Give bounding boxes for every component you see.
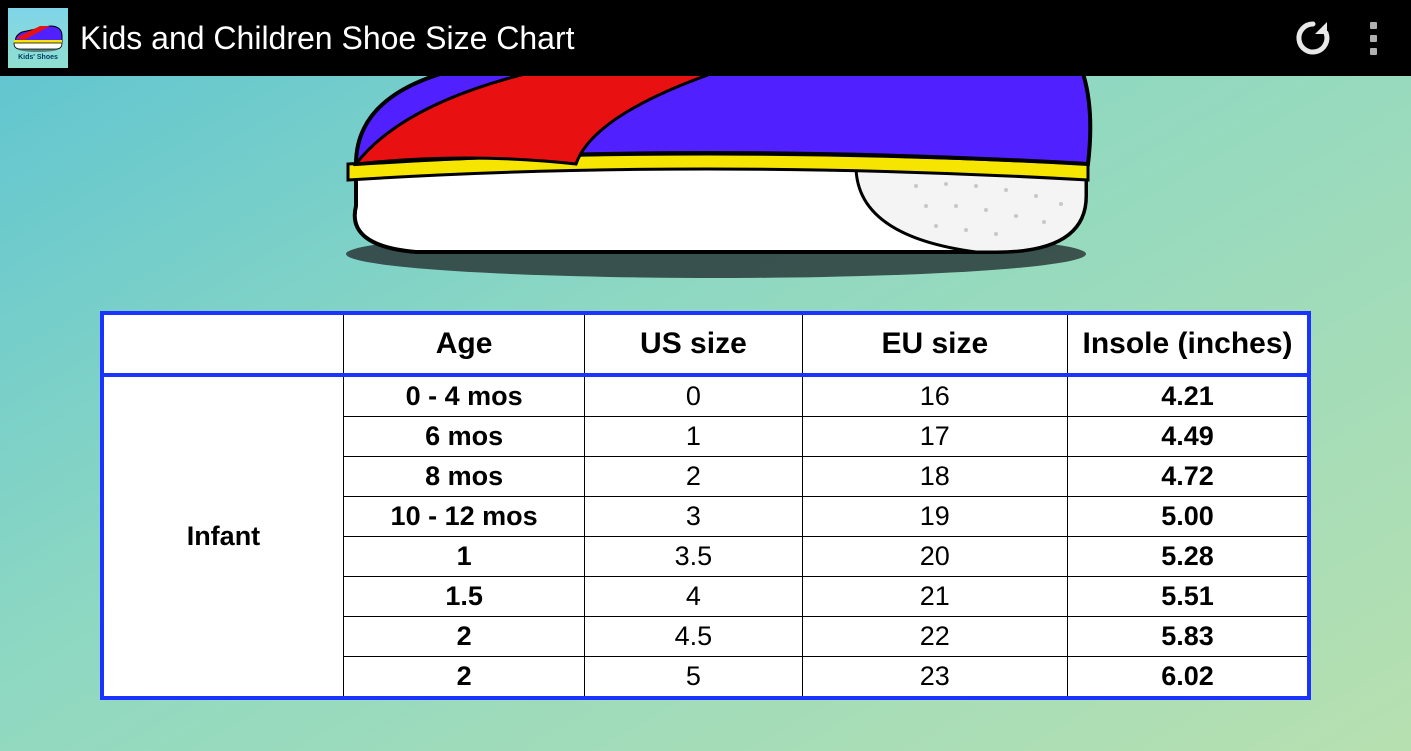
more-vert-icon [1370, 22, 1377, 55]
cell-eu: 22 [802, 617, 1068, 657]
table-body: Infant0 - 4 mos0164.216 mos1174.498 mos2… [102, 375, 1309, 698]
app-icon-label: Kids' Shoes [18, 54, 58, 61]
action-bar: Kids' Shoes Kids and Children Shoe Size … [0, 0, 1411, 76]
cell-eu: 20 [802, 537, 1068, 577]
cell-age: 2 [343, 657, 584, 699]
cell-insole: 4.21 [1068, 375, 1309, 417]
refresh-icon [1293, 18, 1333, 58]
cell-eu: 21 [802, 577, 1068, 617]
col-header-eu: EU size [802, 313, 1068, 375]
size-chart-table-wrap: Age US size EU size Insole (inches) Infa… [100, 311, 1311, 700]
cell-age: 8 mos [343, 457, 584, 497]
cell-age: 6 mos [343, 417, 584, 457]
cell-us: 2 [585, 457, 802, 497]
cell-age: 0 - 4 mos [343, 375, 584, 417]
cell-insole: 5.00 [1068, 497, 1309, 537]
overflow-menu-button[interactable] [1343, 8, 1403, 68]
table-header: Age US size EU size Insole (inches) [102, 313, 1309, 375]
cell-age: 2 [343, 617, 584, 657]
cell-us: 0 [585, 375, 802, 417]
cell-us: 4 [585, 577, 802, 617]
cell-insole: 4.72 [1068, 457, 1309, 497]
cell-eu: 17 [802, 417, 1068, 457]
cell-us: 5 [585, 657, 802, 699]
cell-age: 10 - 12 mos [343, 497, 584, 537]
page-title: Kids and Children Shoe Size Chart [80, 20, 1283, 57]
cell-us: 1 [585, 417, 802, 457]
cell-age: 1 [343, 537, 584, 577]
cell-insole: 5.51 [1068, 577, 1309, 617]
col-header-insole: Insole (inches) [1068, 313, 1309, 375]
table-row: Infant0 - 4 mos0164.21 [102, 375, 1309, 417]
size-chart-table: Age US size EU size Insole (inches) Infa… [100, 311, 1311, 700]
cell-us: 3.5 [585, 537, 802, 577]
col-header-age: Age [343, 313, 584, 375]
cell-us: 3 [585, 497, 802, 537]
cell-insole: 4.49 [1068, 417, 1309, 457]
cell-insole: 5.28 [1068, 537, 1309, 577]
col-header-us: US size [585, 313, 802, 375]
cell-eu: 23 [802, 657, 1068, 699]
cell-eu: 18 [802, 457, 1068, 497]
group-label-cell: Infant [102, 375, 343, 698]
cell-insole: 5.83 [1068, 617, 1309, 657]
cell-age: 1.5 [343, 577, 584, 617]
col-header-group [102, 313, 343, 375]
cell-insole: 6.02 [1068, 657, 1309, 699]
app-icon: Kids' Shoes [8, 8, 68, 68]
refresh-button[interactable] [1283, 8, 1343, 68]
cell-eu: 19 [802, 497, 1068, 537]
cell-us: 4.5 [585, 617, 802, 657]
shoe-illustration [296, 76, 1116, 291]
content-area: Age US size EU size Insole (inches) Infa… [0, 76, 1411, 751]
cell-eu: 16 [802, 375, 1068, 417]
